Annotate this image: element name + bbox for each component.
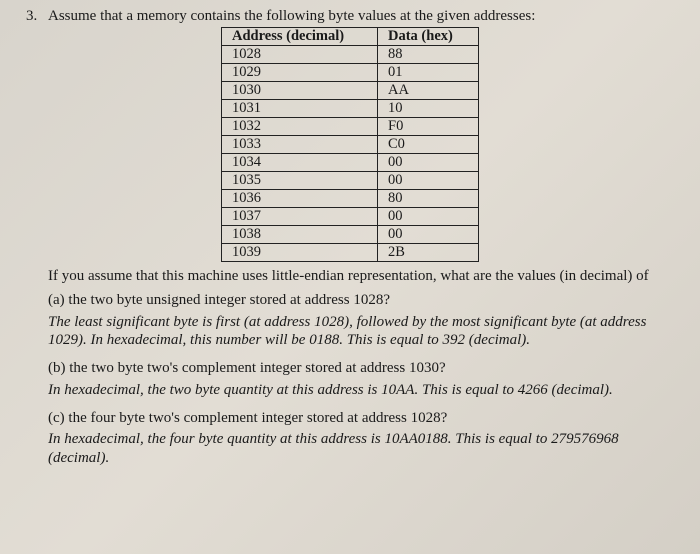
table-row: 103700 <box>222 208 479 226</box>
cell-data: 10 <box>378 100 479 118</box>
cell-data: 00 <box>378 154 479 172</box>
table-row: 102901 <box>222 64 479 82</box>
question-line: 3. Assume that a memory contains the fol… <box>26 8 674 25</box>
cell-data: 00 <box>378 208 479 226</box>
cell-data: F0 <box>378 118 479 136</box>
cell-addr: 1036 <box>222 190 378 208</box>
part-b-question: (b) the two byte two's complement intege… <box>48 359 674 378</box>
cell-data: 00 <box>378 226 479 244</box>
header-data: Data (hex) <box>378 28 479 46</box>
cell-data: 01 <box>378 64 479 82</box>
table-row: 103500 <box>222 172 479 190</box>
cell-data: C0 <box>378 136 479 154</box>
cell-addr: 1039 <box>222 244 378 262</box>
cell-data: 00 <box>378 172 479 190</box>
question-intro: Assume that a memory contains the follow… <box>48 8 535 25</box>
table-row: 1030AA <box>222 82 479 100</box>
table-header-row: Address (decimal) Data (hex) <box>222 28 479 46</box>
part-c-answer: In hexadecimal, the four byte quantity a… <box>48 430 674 468</box>
part-a-question: (a) the two byte unsigned integer stored… <box>48 291 674 310</box>
header-address: Address (decimal) <box>222 28 378 46</box>
table-row: 1032F0 <box>222 118 479 136</box>
cell-addr: 1031 <box>222 100 378 118</box>
cell-addr: 1033 <box>222 136 378 154</box>
part-a-answer: The least significant byte is first (at … <box>48 313 674 351</box>
part-c-question: (c) the four byte two's complement integ… <box>48 409 674 428</box>
cell-data: 80 <box>378 190 479 208</box>
table-row: 1033C0 <box>222 136 479 154</box>
part-b-answer: In hexadecimal, the two byte quantity at… <box>48 381 674 400</box>
question-number: 3. <box>26 8 48 25</box>
cell-addr: 1034 <box>222 154 378 172</box>
table-row: 103110 <box>222 100 479 118</box>
followup-text: If you assume that this machine uses lit… <box>48 267 674 286</box>
table-row: 103680 <box>222 190 479 208</box>
memory-table: Address (decimal) Data (hex) 102888 1029… <box>221 27 479 262</box>
cell-addr: 1032 <box>222 118 378 136</box>
cell-data: 88 <box>378 46 479 64</box>
cell-data: 2B <box>378 244 479 262</box>
cell-addr: 1038 <box>222 226 378 244</box>
cell-addr: 1030 <box>222 82 378 100</box>
table-row: 102888 <box>222 46 479 64</box>
page-content: 3. Assume that a memory contains the fol… <box>0 0 700 489</box>
cell-addr: 1029 <box>222 64 378 82</box>
cell-addr: 1037 <box>222 208 378 226</box>
cell-addr: 1035 <box>222 172 378 190</box>
table-row: 10392B <box>222 244 479 262</box>
cell-data: AA <box>378 82 479 100</box>
table-row: 103800 <box>222 226 479 244</box>
table-row: 103400 <box>222 154 479 172</box>
cell-addr: 1028 <box>222 46 378 64</box>
